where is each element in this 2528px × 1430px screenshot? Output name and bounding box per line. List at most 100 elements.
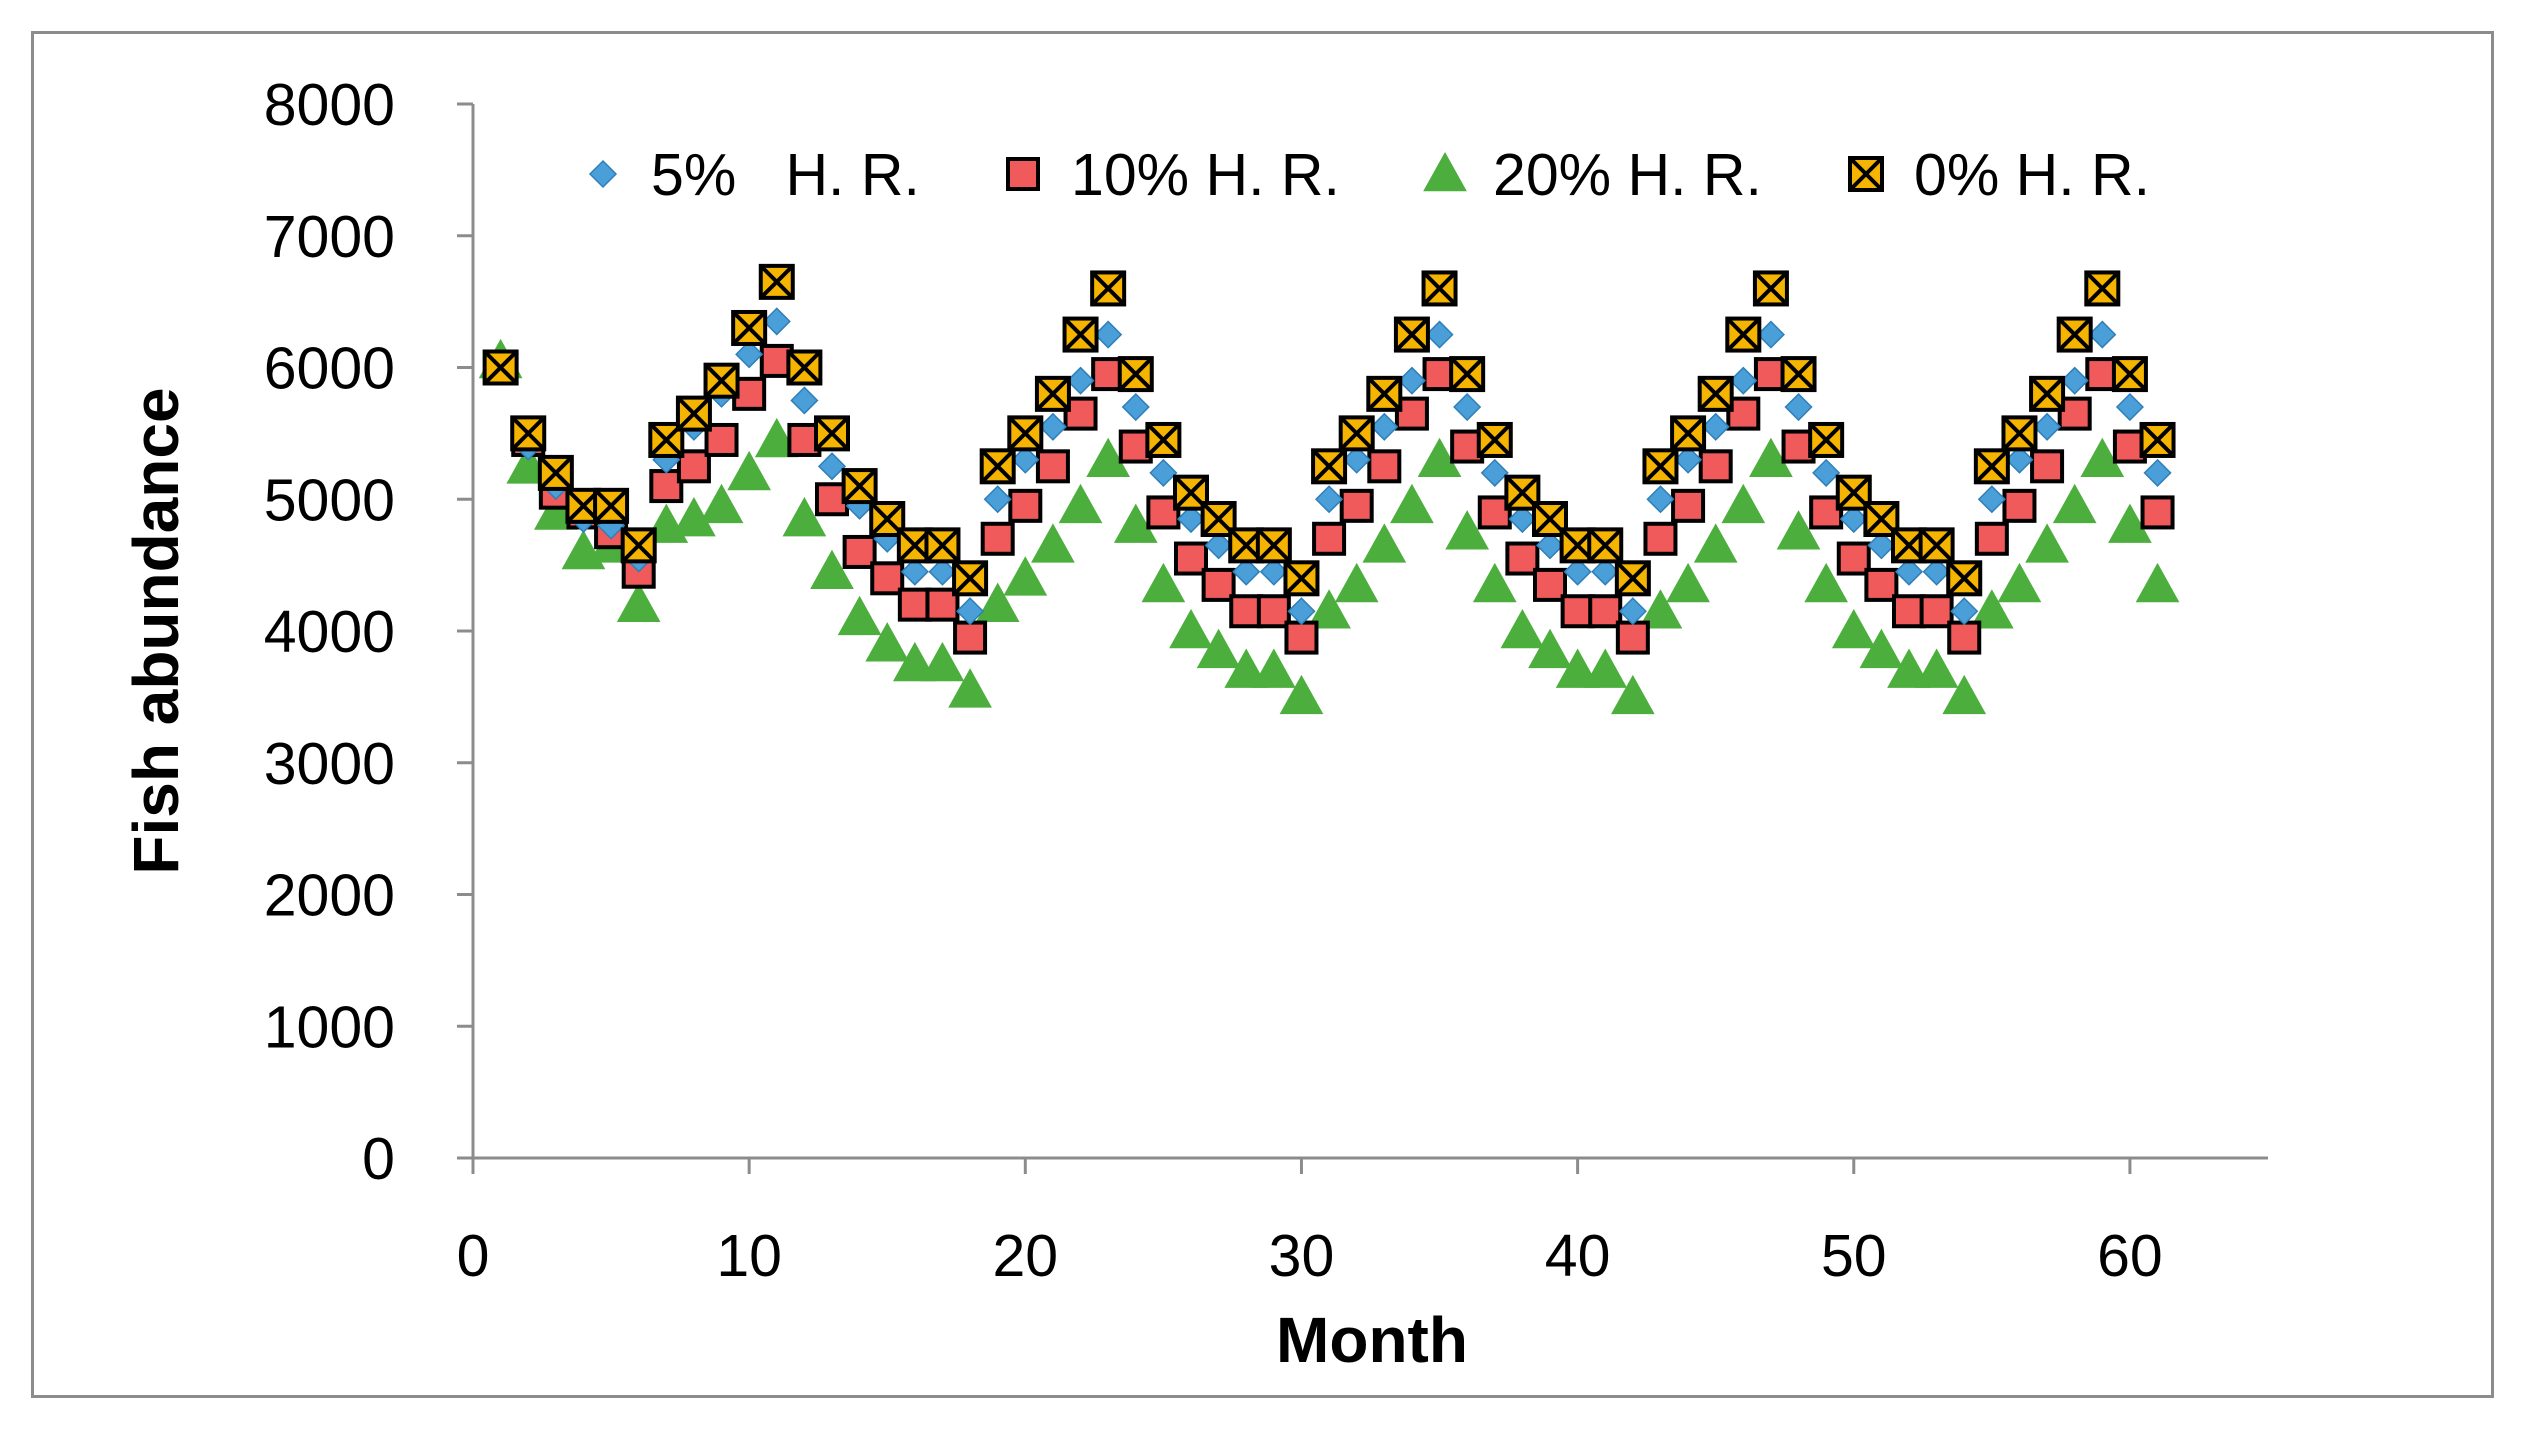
data-point — [1533, 567, 1567, 602]
data-point — [1638, 589, 1683, 629]
data-point — [2135, 562, 2180, 603]
data-point — [1284, 620, 1319, 655]
data-point — [1480, 458, 1509, 487]
data-point — [1367, 449, 1402, 484]
data-point — [593, 487, 630, 524]
data-point — [2030, 449, 2065, 484]
data-point — [1307, 589, 1351, 629]
data-point — [1342, 445, 1371, 474]
data-point — [727, 450, 772, 491]
data-point — [1279, 674, 1324, 715]
data-point — [1174, 541, 1208, 576]
legend-label: 20% H. R. — [1493, 142, 1762, 208]
data-point — [814, 415, 850, 452]
data-point — [703, 362, 740, 399]
data-point — [1918, 527, 1955, 564]
data-point — [1914, 648, 1959, 688]
data-point — [1859, 628, 1904, 669]
data-point — [1094, 320, 1123, 349]
data-point — [1666, 562, 1710, 603]
data-point — [1922, 557, 1951, 586]
data-point — [1338, 415, 1375, 452]
data-point — [1200, 501, 1237, 538]
data-point — [1756, 320, 1785, 349]
data-point — [1201, 567, 1236, 602]
data-point — [1311, 448, 1348, 485]
data-point — [2140, 495, 2175, 530]
data-point — [482, 349, 519, 386]
data-point — [1031, 523, 1075, 563]
data-point — [704, 422, 739, 457]
legend-label: 0% H. R. — [1914, 142, 2150, 208]
data-point — [900, 557, 929, 586]
data-point — [1947, 620, 1982, 655]
data-points — [478, 263, 2180, 715]
data-point — [1312, 521, 1347, 556]
data-point — [1583, 648, 1628, 688]
data-point — [975, 582, 1020, 622]
data-point — [616, 582, 661, 622]
data-point — [620, 527, 657, 564]
data-point — [782, 496, 827, 537]
data-point — [1283, 560, 1320, 597]
data-point — [1476, 421, 1513, 458]
data-point — [2029, 375, 2066, 412]
data-point — [817, 452, 847, 481]
data-point — [979, 448, 1016, 485]
data-point — [1615, 620, 1650, 655]
data-point — [1752, 270, 1789, 307]
data-point — [842, 534, 877, 569]
data-point — [2056, 316, 2093, 353]
data-point — [510, 415, 547, 452]
data-point — [762, 307, 791, 336]
data-point — [1974, 521, 2009, 556]
data-point — [1259, 557, 1288, 586]
data-point — [2001, 415, 2038, 452]
x-axis-title: Month — [1276, 1304, 1468, 1376]
data-point — [1614, 560, 1651, 597]
data-point — [1176, 504, 1206, 534]
legend-marker — [588, 159, 618, 189]
data-point — [675, 395, 712, 432]
data-point — [1224, 648, 1269, 688]
data-point — [952, 560, 989, 597]
data-point — [1809, 495, 1844, 530]
legend-item-1: 5% H. R. — [588, 142, 920, 208]
data-point — [810, 549, 854, 590]
series-4 — [482, 263, 2176, 597]
x-tick-label: 50 — [1821, 1223, 1887, 1289]
data-point — [1339, 488, 1374, 523]
data-point — [1472, 562, 1517, 603]
data-point — [980, 521, 1015, 556]
data-point — [1674, 445, 1703, 474]
data-point — [1892, 594, 1926, 629]
data-point — [1942, 674, 1987, 715]
data-point — [1145, 421, 1182, 458]
data-point — [1831, 608, 1876, 649]
data-point — [699, 483, 744, 524]
data-point — [1670, 415, 1707, 452]
data-point — [1618, 597, 1647, 626]
data-point — [2111, 356, 2148, 393]
data-point — [1453, 392, 1482, 422]
data-point — [1038, 412, 1067, 441]
legend-item-4: 0% H. R. — [1848, 142, 2150, 208]
data-point — [1591, 557, 1620, 586]
data-point — [1643, 521, 1678, 556]
data-point — [1697, 375, 1734, 412]
data-point — [1780, 356, 1817, 393]
data-point — [1011, 445, 1040, 474]
x-tick-label: 20 — [992, 1223, 1058, 1289]
data-point — [1560, 594, 1595, 629]
y-tick-label: 8000 — [264, 72, 395, 138]
data-point — [1977, 485, 2006, 514]
data-point — [537, 454, 574, 491]
data-point — [649, 469, 684, 504]
chart-frame — [31, 31, 2494, 1398]
data-point — [924, 527, 961, 564]
x-tick-label: 0 — [457, 1223, 490, 1289]
data-point — [897, 587, 932, 622]
x-tick-label: 30 — [1269, 1223, 1335, 1289]
data-point — [1500, 608, 1545, 649]
legend-label: 10% H. R. — [1071, 142, 1340, 208]
